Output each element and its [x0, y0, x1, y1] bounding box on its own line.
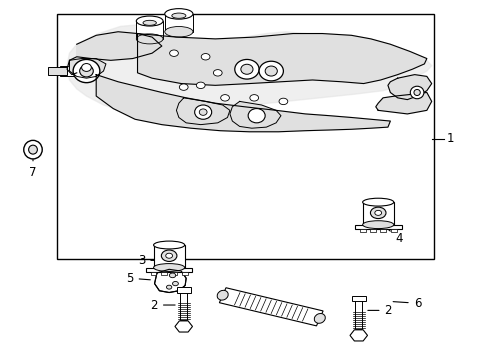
Ellipse shape [370, 207, 385, 219]
Polygon shape [150, 272, 156, 275]
Polygon shape [229, 102, 281, 128]
Ellipse shape [142, 20, 156, 25]
Ellipse shape [136, 34, 163, 44]
Polygon shape [351, 296, 365, 301]
Ellipse shape [362, 198, 393, 206]
Ellipse shape [217, 290, 228, 300]
Ellipse shape [362, 221, 393, 229]
Ellipse shape [73, 59, 100, 83]
Ellipse shape [24, 140, 42, 159]
Polygon shape [180, 289, 187, 320]
Polygon shape [375, 93, 431, 114]
Polygon shape [349, 330, 367, 341]
Text: 3: 3 [138, 254, 172, 267]
Polygon shape [219, 288, 323, 326]
Ellipse shape [165, 253, 172, 258]
Polygon shape [161, 272, 167, 275]
Ellipse shape [81, 64, 91, 71]
Polygon shape [136, 21, 163, 39]
Text: 5: 5 [126, 272, 150, 285]
Polygon shape [164, 14, 193, 32]
Text: 4: 4 [380, 223, 402, 245]
Polygon shape [69, 59, 106, 78]
Ellipse shape [247, 109, 264, 123]
Polygon shape [171, 272, 177, 275]
Polygon shape [362, 202, 393, 225]
Polygon shape [67, 32, 162, 75]
Ellipse shape [194, 105, 211, 119]
Ellipse shape [213, 69, 222, 76]
Polygon shape [96, 75, 389, 132]
Polygon shape [370, 229, 375, 232]
Polygon shape [354, 225, 401, 229]
Ellipse shape [179, 84, 188, 90]
Ellipse shape [199, 109, 206, 115]
Ellipse shape [234, 59, 259, 79]
Ellipse shape [169, 50, 178, 57]
Polygon shape [355, 298, 362, 329]
Ellipse shape [259, 61, 283, 81]
Text: 6: 6 [392, 297, 420, 310]
Ellipse shape [164, 27, 193, 37]
Text: 2: 2 [367, 304, 391, 317]
Polygon shape [153, 245, 184, 267]
Text: 2: 2 [150, 298, 175, 311]
Ellipse shape [171, 13, 185, 18]
Polygon shape [359, 229, 365, 232]
Polygon shape [47, 67, 67, 75]
Ellipse shape [164, 9, 193, 19]
Ellipse shape [196, 82, 204, 89]
Ellipse shape [220, 95, 229, 101]
Ellipse shape [169, 273, 175, 278]
Ellipse shape [249, 95, 258, 101]
Ellipse shape [80, 65, 93, 77]
Ellipse shape [314, 314, 325, 323]
Polygon shape [154, 269, 186, 293]
Ellipse shape [374, 210, 381, 215]
Ellipse shape [264, 66, 277, 76]
Ellipse shape [161, 250, 177, 261]
Polygon shape [145, 267, 192, 272]
Ellipse shape [153, 241, 184, 249]
Polygon shape [390, 229, 396, 232]
Ellipse shape [136, 16, 163, 26]
Bar [57, 14, 433, 258]
Polygon shape [379, 229, 385, 232]
Ellipse shape [241, 64, 252, 74]
Polygon shape [175, 321, 192, 332]
Ellipse shape [153, 264, 184, 271]
Polygon shape [137, 33, 426, 85]
Text: 7: 7 [29, 159, 37, 179]
Text: 1: 1 [446, 132, 453, 145]
Ellipse shape [29, 145, 37, 154]
Polygon shape [176, 98, 229, 125]
Polygon shape [182, 272, 187, 275]
Polygon shape [60, 66, 86, 76]
Polygon shape [387, 75, 431, 100]
Polygon shape [177, 287, 190, 293]
Ellipse shape [201, 54, 209, 60]
Ellipse shape [166, 285, 171, 289]
Polygon shape [67, 24, 431, 114]
Ellipse shape [172, 282, 178, 286]
Ellipse shape [409, 86, 423, 99]
Ellipse shape [279, 98, 287, 105]
Ellipse shape [413, 89, 419, 95]
